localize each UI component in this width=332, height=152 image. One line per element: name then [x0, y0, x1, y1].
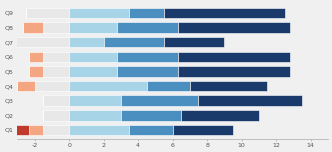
Bar	[173, 125, 233, 135]
Bar	[43, 52, 69, 62]
Bar	[69, 81, 147, 91]
Bar	[0, 37, 69, 47]
Bar	[121, 110, 181, 121]
Bar	[199, 95, 302, 106]
Bar	[43, 66, 69, 77]
Bar	[147, 81, 190, 91]
Bar	[118, 22, 178, 33]
Bar	[43, 95, 69, 106]
Bar	[118, 66, 178, 77]
Bar	[30, 52, 43, 62]
Bar	[129, 8, 164, 18]
Bar	[43, 110, 69, 121]
Bar	[181, 110, 259, 121]
Bar	[69, 52, 118, 62]
Bar	[178, 22, 290, 33]
Bar	[69, 66, 118, 77]
Bar	[69, 22, 118, 33]
Bar	[178, 52, 290, 62]
Bar	[17, 81, 35, 91]
Bar	[164, 8, 285, 18]
Bar	[190, 81, 268, 91]
Bar	[178, 66, 290, 77]
Bar	[118, 52, 178, 62]
Bar	[23, 22, 43, 33]
Bar	[69, 37, 104, 47]
Bar	[104, 37, 164, 47]
Bar	[30, 125, 43, 135]
Bar	[69, 95, 121, 106]
Bar	[35, 81, 69, 91]
Bar	[43, 22, 69, 33]
Bar	[30, 66, 43, 77]
Bar	[43, 125, 69, 135]
Bar	[121, 95, 199, 106]
Bar	[164, 37, 224, 47]
Bar	[69, 8, 129, 18]
Bar	[129, 125, 173, 135]
Bar	[69, 110, 121, 121]
Bar	[4, 125, 30, 135]
Bar	[26, 8, 69, 18]
Bar	[69, 125, 129, 135]
